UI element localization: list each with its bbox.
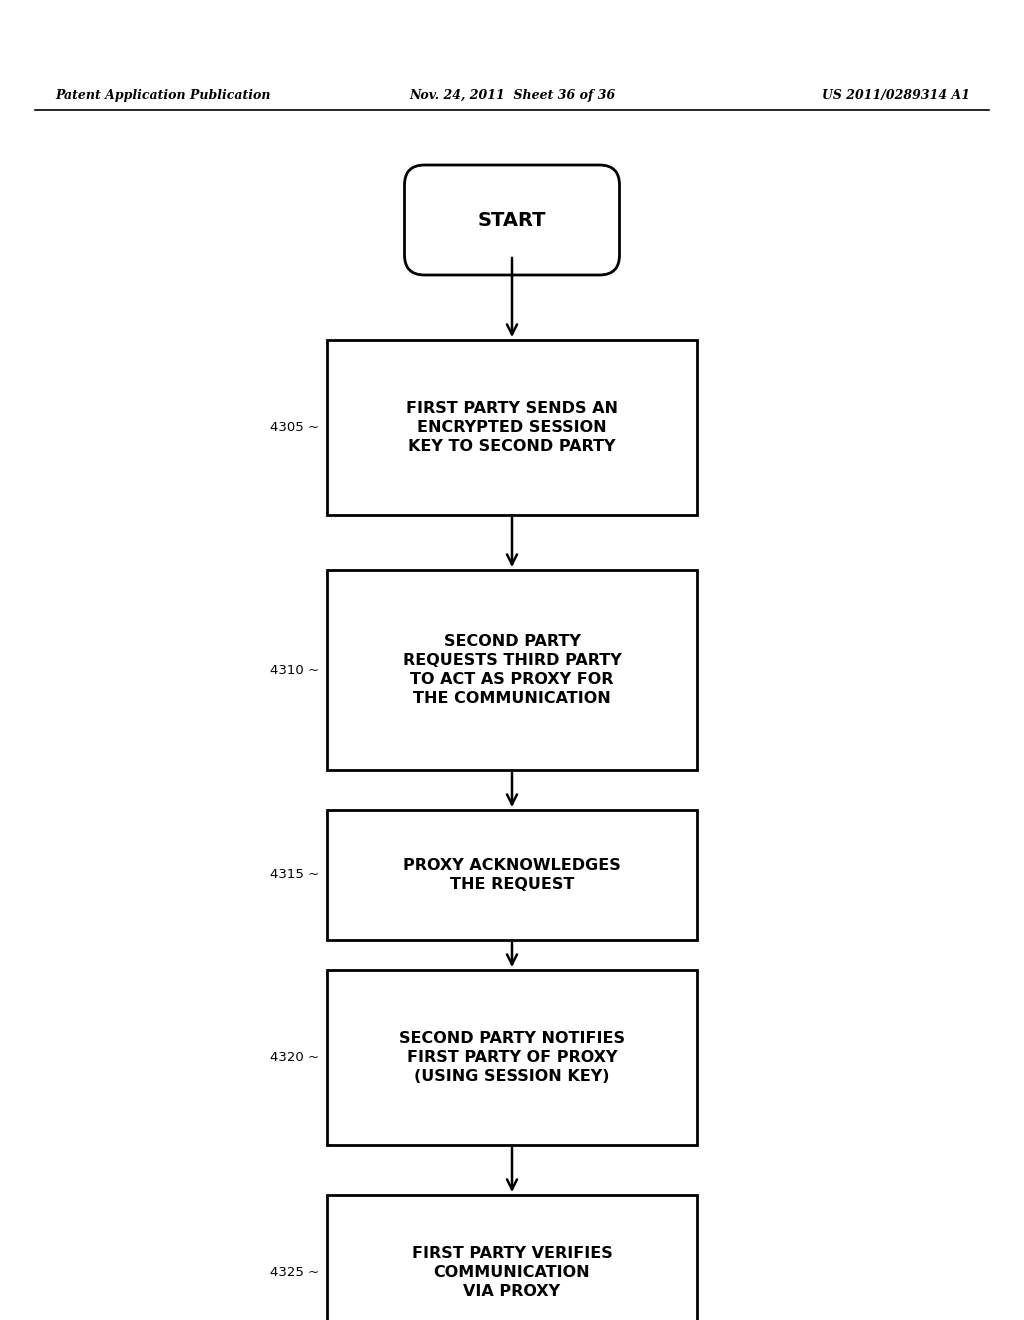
Bar bbox=[327, 970, 697, 1144]
Text: US 2011/0289314 A1: US 2011/0289314 A1 bbox=[822, 88, 970, 102]
Text: 4305 ~: 4305 ~ bbox=[270, 421, 319, 434]
Text: Patent Application Publication: Patent Application Publication bbox=[55, 88, 270, 102]
Text: SECOND PARTY NOTIFIES
FIRST PARTY OF PROXY
(USING SESSION KEY): SECOND PARTY NOTIFIES FIRST PARTY OF PRO… bbox=[399, 1031, 625, 1084]
Bar bbox=[327, 1195, 697, 1320]
Text: 4325 ~: 4325 ~ bbox=[269, 1266, 319, 1279]
Text: SECOND PARTY
REQUESTS THIRD PARTY
TO ACT AS PROXY FOR
THE COMMUNICATION: SECOND PARTY REQUESTS THIRD PARTY TO ACT… bbox=[402, 634, 622, 706]
Text: FIRST PARTY VERIFIES
COMMUNICATION
VIA PROXY: FIRST PARTY VERIFIES COMMUNICATION VIA P… bbox=[412, 1246, 612, 1299]
Text: 4315 ~: 4315 ~ bbox=[269, 869, 319, 882]
Text: START: START bbox=[478, 210, 546, 230]
Text: Nov. 24, 2011  Sheet 36 of 36: Nov. 24, 2011 Sheet 36 of 36 bbox=[409, 88, 615, 102]
Text: 4320 ~: 4320 ~ bbox=[270, 1051, 319, 1064]
Text: 4310 ~: 4310 ~ bbox=[270, 664, 319, 676]
Bar bbox=[327, 570, 697, 770]
Bar bbox=[327, 341, 697, 515]
Text: PROXY ACKNOWLEDGES
THE REQUEST: PROXY ACKNOWLEDGES THE REQUEST bbox=[403, 858, 621, 892]
Bar bbox=[327, 810, 697, 940]
FancyBboxPatch shape bbox=[404, 165, 620, 275]
Text: FIRST PARTY SENDS AN
ENCRYPTED SESSION
KEY TO SECOND PARTY: FIRST PARTY SENDS AN ENCRYPTED SESSION K… bbox=[406, 401, 618, 454]
